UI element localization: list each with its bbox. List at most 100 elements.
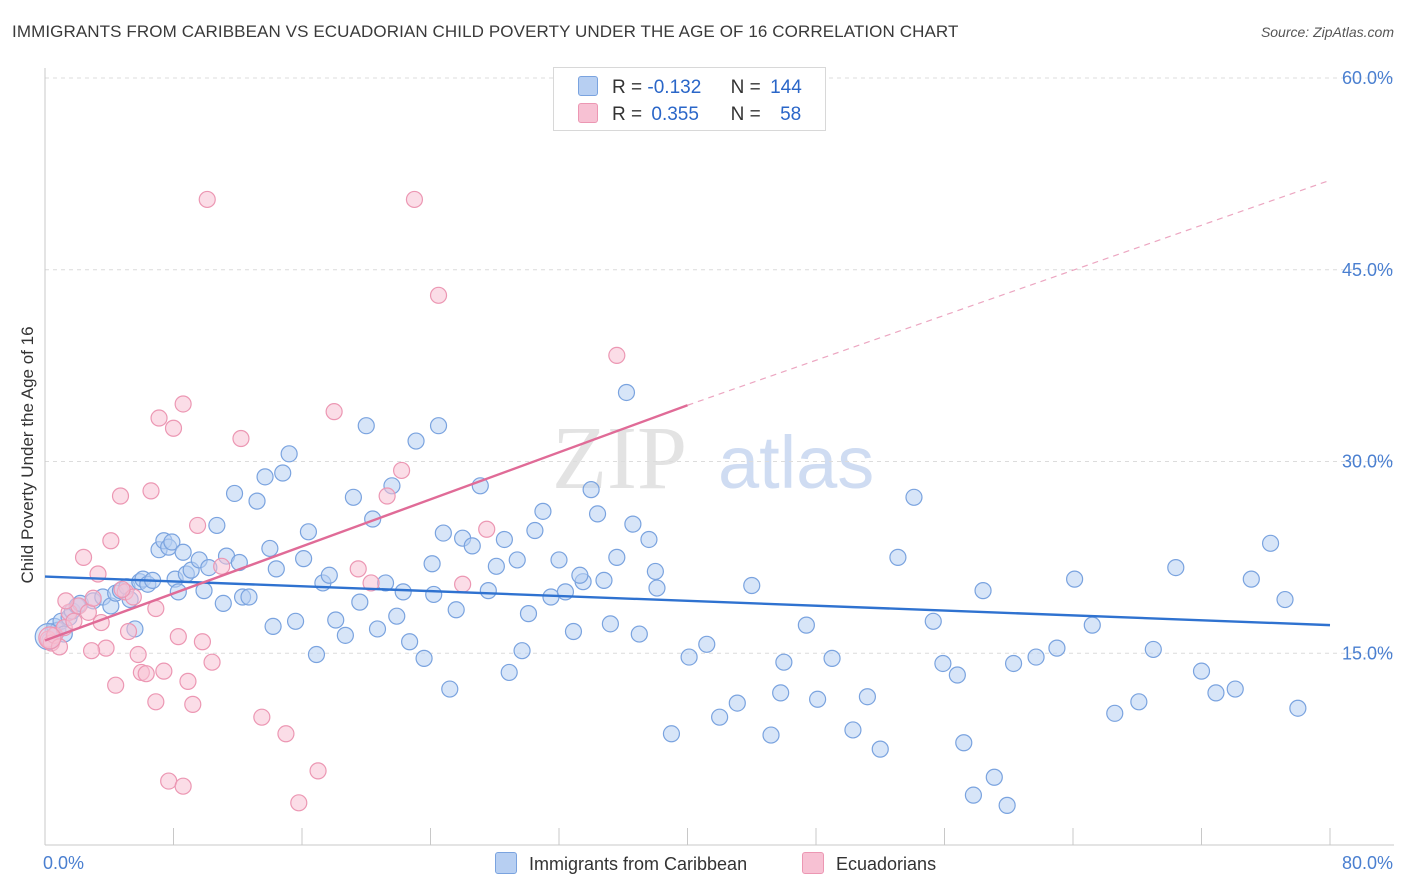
watermark-zip: ZIP [552, 409, 687, 508]
data-point-caribbean [743, 576, 761, 595]
data-point-caribbean [1027, 648, 1045, 666]
data-point-ecuadorian [277, 725, 295, 743]
data-point-caribbean [500, 663, 518, 682]
source-label: Source: ZipAtlas.com [1260, 24, 1394, 40]
data-point-caribbean [624, 515, 642, 533]
data-point-ecuadorian [309, 762, 327, 780]
legend-swatch-blue [578, 76, 598, 96]
data-point-caribbean [174, 543, 192, 561]
legend-swatch-blue [495, 852, 517, 874]
data-point-ecuadorian [169, 628, 187, 646]
legend-swatch-pink [578, 103, 598, 123]
data-point-caribbean [423, 555, 441, 573]
tick-labels: 15.0% 30.0% 45.0% 60.0% 0.0% 80.0% [43, 68, 1393, 873]
x-tick-label: 0.0% [43, 853, 84, 873]
data-point-caribbean [513, 642, 531, 660]
data-point-caribbean [588, 505, 607, 523]
data-point-caribbean [336, 626, 354, 644]
data-point-ecuadorian [179, 672, 197, 690]
data-point-caribbean [648, 579, 666, 597]
data-point-caribbean [407, 432, 425, 450]
data-point-ecuadorian [325, 403, 343, 421]
legend-row-ecuadorian: R = 0.355 N = 58 [578, 103, 801, 125]
data-point-ecuadorian [129, 645, 147, 664]
data-point-caribbean [582, 481, 600, 499]
data-point-caribbean [1226, 680, 1244, 698]
data-point-caribbean [351, 593, 369, 611]
data-point-ecuadorian [137, 665, 155, 683]
data-point-caribbean [479, 582, 497, 600]
data-point-ecuadorian [184, 695, 202, 713]
data-point-caribbean [772, 684, 790, 702]
data-point-ecuadorian [102, 532, 120, 550]
data-point-ecuadorian [111, 487, 130, 505]
legend-item-caribbean: Immigrants from Caribbean [495, 852, 747, 875]
data-point-caribbean [974, 582, 992, 600]
data-point-caribbean [550, 551, 568, 569]
data-point-ecuadorian [160, 772, 178, 790]
data-point-ecuadorian [113, 580, 131, 598]
data-point-caribbean [519, 605, 538, 623]
data-point-caribbean [871, 740, 889, 758]
data-point-ecuadorian [454, 575, 472, 593]
legend-r-value: 0.355 [651, 104, 699, 125]
y-tick-label: 15.0% [1342, 643, 1393, 663]
data-point-caribbean [394, 583, 412, 601]
data-point-caribbean [534, 502, 552, 520]
data-point-ecuadorian [57, 592, 75, 610]
legend-label-caribbean: Immigrants from Caribbean [529, 854, 748, 874]
data-point-ecuadorian [392, 461, 411, 480]
data-point-caribbean [441, 680, 459, 698]
data-point-ecuadorian [174, 777, 192, 795]
data-point-ecuadorian [188, 516, 207, 535]
data-point-caribbean [368, 620, 387, 638]
data-point-caribbean [388, 607, 406, 625]
data-point-ecuadorian [198, 190, 216, 209]
data-point-caribbean [447, 601, 465, 619]
data-point-ecuadorian [253, 708, 271, 726]
y-tick-label: 30.0% [1342, 452, 1393, 472]
data-point-caribbean [1144, 640, 1162, 659]
trend-line-ecuadorian [44, 404, 688, 642]
chart-title: IMMIGRANTS FROM CARIBBEAN VS ECUADORIAN … [12, 22, 959, 41]
data-point-caribbean [964, 786, 983, 804]
data-point-ecuadorian [142, 482, 160, 500]
data-point-ecuadorian [164, 419, 183, 437]
data-point-caribbean [425, 585, 443, 604]
data-point-ecuadorian [608, 346, 626, 364]
data-point-caribbean [214, 594, 232, 612]
data-point-caribbean [274, 464, 292, 482]
data-point-caribbean [526, 521, 544, 540]
data-point-caribbean [889, 548, 907, 566]
data-point-ecuadorian [82, 642, 101, 660]
legend-n-value: 144 [770, 77, 802, 98]
x-tick-label: 80.0% [1342, 853, 1393, 873]
data-point-caribbean [1004, 654, 1023, 673]
data-point-caribbean [208, 516, 226, 535]
data-point-caribbean [1276, 590, 1294, 609]
data-point-ecuadorian [349, 560, 367, 578]
data-point-caribbean [571, 566, 589, 584]
data-point-caribbean [415, 649, 433, 667]
data-point-caribbean [1066, 570, 1084, 588]
data-point-ecuadorian [362, 574, 380, 592]
data-point-ecuadorian [74, 548, 93, 566]
data-point-caribbean [823, 649, 841, 667]
axes [44, 68, 1394, 846]
data-point-caribbean [809, 690, 827, 708]
data-point-caribbean [299, 523, 318, 541]
legend-label-ecuadorians: Ecuadorians [836, 854, 937, 874]
trend-line-caribbean [44, 575, 1331, 627]
data-point-caribbean [295, 550, 313, 568]
data-point-caribbean [344, 488, 362, 506]
data-point-caribbean [775, 653, 793, 671]
legend-n-value: 58 [780, 104, 802, 125]
data-point-caribbean [698, 635, 716, 653]
data-point-ecuadorian [119, 622, 138, 641]
series-ecuadorian-points [38, 190, 626, 812]
data-point-caribbean [307, 645, 326, 664]
watermark: ZIP atlas [552, 409, 874, 508]
data-point-caribbean [463, 537, 481, 555]
data-point-ecuadorian [405, 190, 424, 209]
data-point-caribbean [1192, 662, 1211, 680]
